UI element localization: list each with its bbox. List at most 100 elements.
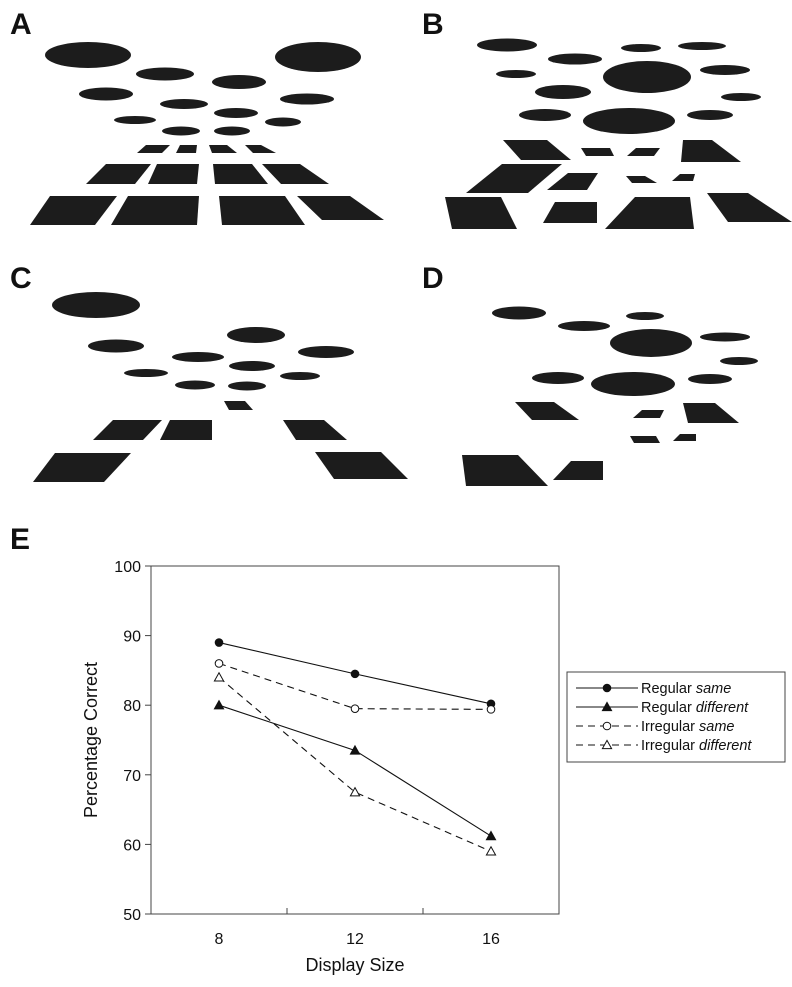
data-point [350, 704, 360, 713]
data-point [349, 786, 361, 797]
ellipse [700, 332, 750, 342]
tile [30, 196, 117, 225]
series-line [218, 662, 492, 710]
tile [462, 455, 548, 486]
ellipse [214, 126, 250, 136]
tile [176, 145, 197, 153]
ellipse [212, 75, 266, 89]
data-point [485, 845, 497, 856]
x-tick-label: 8 [215, 931, 224, 948]
ellipse [229, 361, 275, 371]
ellipse [687, 110, 733, 120]
data-point [601, 739, 613, 750]
panel-label-c: C [10, 262, 32, 295]
x-axis-label: Display Size [305, 955, 404, 975]
series-2 [214, 659, 496, 714]
ellipse [280, 93, 334, 105]
series-3 [213, 671, 497, 856]
ellipse [603, 61, 691, 93]
ellipse [228, 381, 266, 391]
tile [673, 434, 696, 441]
y-tick-label: 100 [114, 559, 141, 576]
tile [262, 164, 329, 184]
legend-label: Regular different [641, 700, 749, 716]
legend-item: Regular different [576, 700, 749, 716]
ellipse [583, 108, 675, 134]
series-group [213, 638, 497, 856]
ellipse [621, 44, 661, 52]
tile [160, 420, 212, 440]
ellipse [700, 65, 750, 75]
ellipse [175, 380, 215, 390]
tile [93, 420, 162, 440]
tile [219, 196, 305, 225]
ellipse [265, 117, 301, 127]
tile [224, 401, 253, 410]
tile [553, 461, 603, 480]
ellipse [136, 67, 194, 81]
ellipse [492, 306, 546, 320]
ellipse [298, 346, 354, 358]
legend-item: Regular same [576, 681, 731, 697]
tile [633, 410, 664, 418]
ellipse [172, 352, 224, 362]
ellipse [52, 292, 140, 318]
tile [627, 148, 660, 156]
series-0 [214, 638, 496, 709]
tile [466, 164, 562, 193]
ellipse [214, 108, 258, 118]
stimulus-panel-d [462, 306, 758, 486]
tile [33, 453, 131, 482]
y-tick-label: 50 [123, 907, 141, 924]
panel-label-b: B [422, 8, 444, 41]
ellipse [535, 85, 591, 99]
ellipse [720, 357, 758, 365]
tile [137, 145, 170, 153]
x-axis: 8 12 16 [150, 908, 560, 948]
data-point [213, 699, 225, 710]
tile [547, 173, 598, 190]
tile [683, 403, 739, 423]
ellipse [88, 339, 144, 353]
data-point [601, 701, 613, 712]
tile [315, 452, 408, 479]
y-tick-label: 80 [123, 698, 141, 715]
x-tick-label: 16 [482, 931, 500, 948]
tile [543, 202, 597, 223]
data-point [485, 830, 497, 841]
data-point [602, 683, 612, 693]
tile [630, 436, 660, 443]
ellipse [275, 42, 361, 72]
data-point [486, 705, 496, 714]
tile [515, 402, 579, 420]
ellipse [626, 312, 664, 320]
x-tick-label: 12 [346, 931, 364, 948]
legend: Regular same Regular different Irregular s… [566, 671, 786, 763]
ellipse [160, 99, 208, 109]
tile [86, 164, 151, 184]
tile [707, 193, 792, 222]
ellipse [610, 329, 692, 357]
ellipse [79, 87, 133, 101]
tile [445, 197, 517, 229]
plot-area [150, 565, 560, 915]
legend-label: Irregular different [641, 738, 752, 754]
tile [283, 420, 347, 440]
legend-label: Regular same [641, 681, 731, 697]
series-1 [213, 699, 497, 841]
ellipse [591, 372, 675, 396]
series-line [218, 676, 492, 852]
data-point [214, 659, 224, 668]
tile [681, 140, 741, 162]
tile [111, 196, 199, 225]
ellipse [721, 93, 761, 101]
ellipse [45, 42, 131, 68]
ellipse [162, 126, 200, 136]
tile [605, 197, 694, 229]
tile [672, 174, 695, 181]
y-tick-label: 60 [123, 837, 141, 854]
tile [213, 164, 268, 184]
stimulus-panel-c [33, 292, 408, 482]
ellipse [678, 42, 726, 50]
stimulus-panel-a [30, 42, 384, 225]
